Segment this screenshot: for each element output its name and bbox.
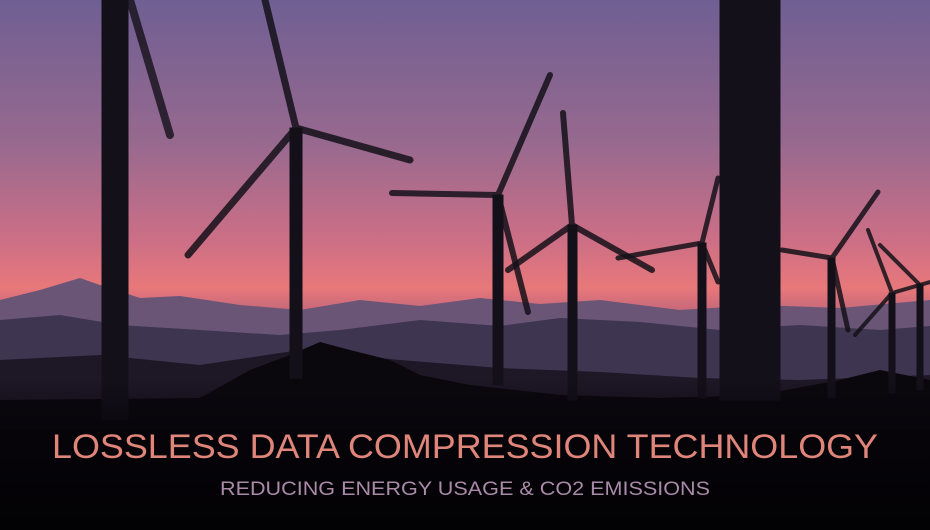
wind-turbines (101, 0, 930, 421)
banner-subtitle: REDUCING ENERGY USAGE & CO2 EMISSIONS (220, 479, 710, 500)
banner-title: LOSSLESS DATA COMPRESSION TECHNOLOGY (52, 428, 878, 466)
bottom-fade (0, 380, 930, 530)
